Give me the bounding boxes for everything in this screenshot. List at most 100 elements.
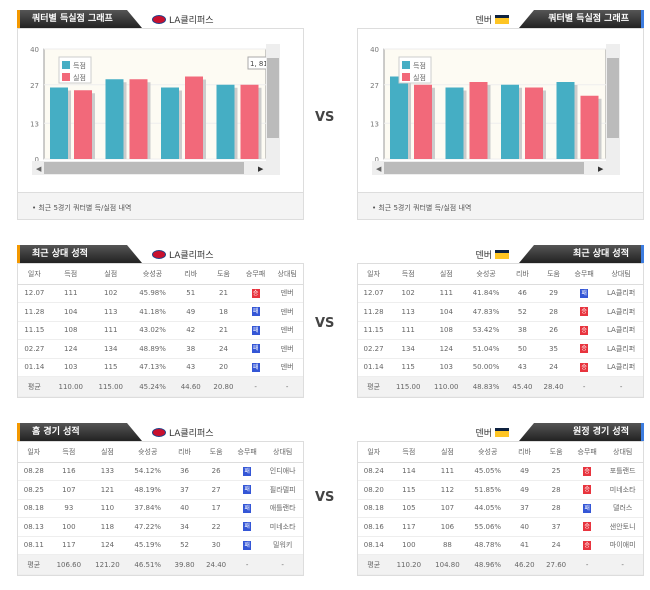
column-header: 상대팀 — [602, 442, 643, 463]
cell: 35 — [537, 339, 570, 359]
cell: 11.28 — [18, 302, 51, 322]
cell: 26 — [537, 321, 570, 340]
horizontal-scroll-thumb[interactable] — [384, 162, 584, 174]
column-header: 일자 — [358, 442, 390, 463]
horizontal-scroll-thumb[interactable] — [44, 162, 244, 174]
column-header: 상대팀 — [271, 264, 303, 285]
cell: 51.04% — [465, 339, 507, 359]
average-cell: 48.83% — [465, 376, 507, 397]
section-header: 최근 상대 성적 덴버 — [357, 245, 644, 263]
column-header: 슛성공 — [465, 264, 507, 285]
legend-label: 실점 — [73, 73, 86, 82]
denver-quarter-chart-panel: 쿼터별 득실점 그래프 덴버 0 13 27 40 득점 실점 ◀ ▶ • 최근 5경기 쿼터별 득… — [357, 10, 644, 220]
cell: 48.19% — [126, 480, 169, 500]
scored-bar — [390, 76, 408, 159]
column-header: 실점 — [88, 442, 127, 463]
y-tick-label: 13 — [370, 120, 379, 128]
column-header: 리바 — [508, 442, 541, 463]
scored-bar — [216, 84, 235, 159]
average-cell: 39.80 — [168, 554, 201, 575]
cell: LA클리퍼 — [599, 321, 643, 340]
cell: 112 — [428, 480, 467, 500]
cell: 02.27 — [18, 339, 51, 359]
table-row: 02.27 124 134 48.89% 38 24 패 덴버 — [18, 339, 303, 359]
average-cell: - — [602, 554, 643, 575]
cell: 38 — [506, 321, 538, 340]
average-cell: 110.00 — [50, 376, 91, 397]
cell: 11.28 — [358, 302, 390, 322]
cell: 37.84% — [126, 499, 169, 518]
average-cell: 20.80 — [207, 376, 240, 397]
cell: 46 — [506, 284, 538, 303]
cell: 111 — [50, 284, 91, 303]
cell: LA클리퍼 — [599, 358, 643, 377]
cell: 116 — [49, 462, 89, 481]
cell: 18 — [207, 302, 240, 322]
scroll-left-arrow-icon[interactable]: ◀ — [36, 165, 42, 173]
table-row: 08.25 107 121 48.19% 37 27 패 필라델피 — [18, 480, 303, 500]
column-header: 도움 — [537, 264, 570, 285]
column-header: 승무패 — [569, 264, 600, 285]
cell: 103 — [427, 358, 466, 377]
record-table: 일자 득점 실점 슛성공 리바 도움 승무패 상대팀 12.07 111 102 45.98% 51 21… — [18, 264, 303, 397]
win-badge: 승 — [251, 288, 260, 298]
table-row: 11.28 104 113 41.18% 49 18 패 덴버 — [18, 302, 303, 322]
section-tab: 홈 경기 성적 — [17, 423, 142, 441]
cell: 40 — [168, 499, 201, 518]
average-cell: - — [571, 554, 603, 575]
win-badge: 승 — [583, 466, 592, 476]
average-cell: 121.20 — [88, 554, 127, 575]
cell: 121 — [88, 480, 127, 500]
vertical-scroll-thumb[interactable] — [607, 58, 619, 138]
cell: 40 — [508, 517, 541, 537]
column-header: 도움 — [207, 264, 240, 285]
scored-bar — [556, 82, 575, 159]
column-header: 득점 — [389, 264, 428, 285]
column-header: 상대팀 — [262, 442, 303, 463]
loss-badge: 패 — [243, 540, 252, 550]
cell: 12.07 — [18, 284, 51, 303]
scroll-right-arrow-icon[interactable]: ▶ — [598, 165, 604, 173]
cell: 134 — [90, 339, 131, 359]
win-badge: 승 — [583, 540, 592, 550]
column-header: 득점 — [389, 442, 429, 463]
clippers-record-panel: 홈 경기 성적 LA클리퍼스 일자 득점 실점 슛성공 리바 도움 승무패 상대팀 08.28 116… — [17, 423, 304, 576]
table-row: 08.11 117 124 45.19% 52 30 패 밀워키 — [18, 536, 303, 555]
scored-bar — [501, 84, 519, 159]
average-cell: 48.96% — [466, 554, 509, 575]
cell: 47.13% — [130, 358, 175, 377]
team-name: LA클리퍼스 — [169, 429, 214, 439]
cell: 102 — [389, 284, 428, 303]
table-row: 08.18 105 107 44.05% 37 28 패 댈러스 — [358, 499, 643, 518]
vertical-scroll-thumb[interactable] — [267, 58, 279, 138]
cell: 덴버 — [271, 321, 303, 340]
average-cell: 110.20 — [389, 554, 429, 575]
win-badge: 승 — [580, 307, 589, 317]
average-cell: 46.20 — [508, 554, 541, 575]
cell: 106 — [428, 517, 467, 537]
cell: 17 — [200, 499, 232, 518]
cell: 48.78% — [466, 536, 509, 555]
team-label: LA클리퍼스 — [152, 426, 214, 439]
cell: 08.20 — [358, 480, 390, 500]
cell: 30 — [200, 536, 232, 555]
cell: 51 — [174, 284, 208, 303]
cell: 45.19% — [126, 536, 169, 555]
cell: 08.24 — [358, 462, 390, 481]
average-cell: - — [271, 376, 303, 397]
cell: 08.13 — [18, 517, 50, 537]
scroll-right-arrow-icon[interactable]: ▶ — [258, 165, 264, 173]
cell: 08.18 — [18, 499, 50, 518]
legend-swatch — [402, 61, 410, 69]
average-cell: 45.40 — [506, 376, 538, 397]
average-cell: 평균 — [18, 376, 51, 397]
scroll-left-arrow-icon[interactable]: ◀ — [376, 165, 382, 173]
cell: 117 — [49, 536, 89, 555]
cell: 37 — [508, 499, 541, 518]
team-name: 덴버 — [475, 16, 492, 26]
cell: 104 — [427, 302, 466, 322]
average-cell: - — [262, 554, 303, 575]
table-row: 08.13 100 118 47.22% 34 22 패 미네소타 — [18, 517, 303, 537]
cell: 111 — [427, 284, 466, 303]
cell: 37 — [168, 480, 201, 500]
